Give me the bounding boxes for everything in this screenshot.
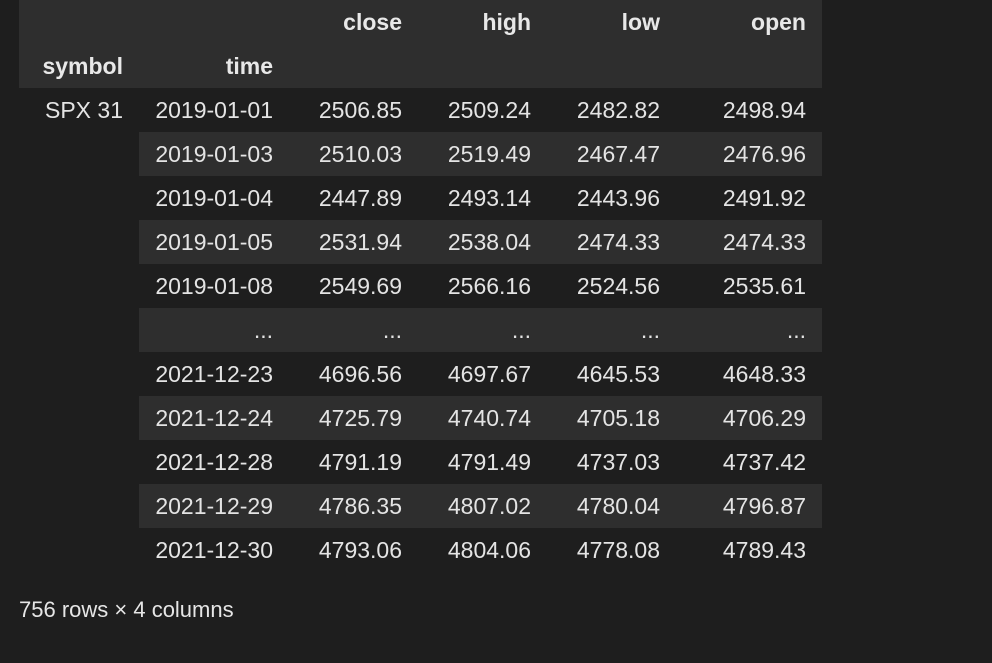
cell-open: 2474.33 bbox=[676, 220, 822, 264]
cell-low: 2524.56 bbox=[576, 272, 660, 299]
table-row: 2021-12-23 4696.56 4697.67 4645.53 4648.33 bbox=[19, 352, 822, 396]
cell-low: 4778.08 bbox=[576, 536, 660, 563]
cell-high: 2493.14 bbox=[447, 184, 531, 211]
cell-high: 4807.02 bbox=[418, 484, 547, 528]
index-time-cell: 2021-12-24 bbox=[139, 396, 289, 440]
table-row: 2019-01-04 2447.89 2493.14 2443.96 2491.92 bbox=[19, 176, 822, 220]
index-time-cell: 2021-12-23 bbox=[155, 360, 273, 387]
cell-low: 2474.33 bbox=[547, 220, 676, 264]
cell-high: 2566.16 bbox=[447, 272, 531, 299]
cell-open: 4737.42 bbox=[722, 448, 806, 475]
index-time-cell: 2019-01-05 bbox=[139, 220, 289, 264]
cell-open: 2476.96 bbox=[676, 132, 822, 176]
cell-open: 4796.87 bbox=[676, 484, 822, 528]
cell-high: 4740.74 bbox=[418, 396, 547, 440]
cell-high: 4697.67 bbox=[447, 360, 531, 387]
cell-high: 2538.04 bbox=[418, 220, 547, 264]
table-row: 2021-12-28 4791.19 4791.49 4737.03 4737.42 bbox=[19, 440, 822, 484]
cell-close: 4786.35 bbox=[289, 484, 418, 528]
index-symbol-blank bbox=[19, 264, 139, 308]
index-symbol-blank bbox=[19, 440, 139, 484]
index-symbol-blank bbox=[19, 308, 139, 352]
index-symbol-blank bbox=[19, 176, 139, 220]
index-time-cell: 2019-01-04 bbox=[155, 184, 273, 211]
index-name-row: symbol time bbox=[19, 44, 822, 88]
cell-close: 2447.89 bbox=[318, 184, 402, 211]
cell-low: 4645.53 bbox=[576, 360, 660, 387]
column-header-row: close high low open bbox=[19, 0, 822, 44]
index-symbol-cell: SPX 31 bbox=[45, 96, 123, 123]
cell-low: 2443.96 bbox=[576, 184, 660, 211]
corner-cell bbox=[139, 0, 289, 44]
index-time-cell: 2021-12-29 bbox=[139, 484, 289, 528]
table-row: 2019-01-05 2531.94 2538.04 2474.33 2474.33 bbox=[19, 220, 822, 264]
index-time-cell: 2019-01-01 bbox=[155, 96, 273, 123]
index-time-cell: ... bbox=[139, 308, 289, 352]
table-row: 2019-01-03 2510.03 2519.49 2467.47 2476.96 bbox=[19, 132, 822, 176]
cell-open: 4789.43 bbox=[722, 536, 806, 563]
dataframe-table: close high low open symbol time SPX 31 20… bbox=[19, 0, 822, 572]
empty-header-cell bbox=[418, 44, 547, 88]
empty-header-cell bbox=[547, 44, 676, 88]
table-row: 2021-12-30 4793.06 4804.06 4778.08 4789.43 bbox=[19, 528, 822, 572]
index-name-symbol: symbol bbox=[19, 44, 139, 88]
cell-high: 4791.49 bbox=[447, 448, 531, 475]
corner-cell bbox=[19, 0, 139, 44]
cell-close: 2506.85 bbox=[318, 96, 402, 123]
cell-low: 4705.18 bbox=[547, 396, 676, 440]
cell-open: 2491.92 bbox=[722, 184, 806, 211]
table-row: 2021-12-29 4786.35 4807.02 4780.04 4796.87 bbox=[19, 484, 822, 528]
cell-close: 2510.03 bbox=[289, 132, 418, 176]
table-row: 2019-01-08 2549.69 2566.16 2524.56 2535.61 bbox=[19, 264, 822, 308]
cell-close: ... bbox=[289, 308, 418, 352]
cell-low: 2482.82 bbox=[576, 96, 660, 123]
cell-high: 2509.24 bbox=[447, 96, 531, 123]
index-time-cell: 2019-01-08 bbox=[155, 272, 273, 299]
index-symbol-blank bbox=[19, 132, 139, 176]
column-header-open: open bbox=[676, 0, 822, 44]
table-row: 2021-12-24 4725.79 4740.74 4705.18 4706.29 bbox=[19, 396, 822, 440]
column-header-high: high bbox=[418, 0, 547, 44]
shape-summary: 756 rows × 4 columns bbox=[19, 597, 234, 622]
index-symbol-blank bbox=[19, 396, 139, 440]
cell-low: ... bbox=[547, 308, 676, 352]
table-row: SPX 31 2019-01-01 2506.85 2509.24 2482.82 249… bbox=[19, 88, 822, 132]
cell-open: 2535.61 bbox=[722, 272, 806, 299]
cell-close: 2531.94 bbox=[289, 220, 418, 264]
cell-close: 4696.56 bbox=[318, 360, 402, 387]
empty-header-cell bbox=[289, 44, 418, 88]
cell-open: 2498.94 bbox=[722, 96, 806, 123]
cell-close: 2549.69 bbox=[318, 272, 402, 299]
index-time-cell: 2021-12-28 bbox=[155, 448, 273, 475]
cell-high: 2519.49 bbox=[418, 132, 547, 176]
cell-low: 2467.47 bbox=[547, 132, 676, 176]
cell-high: 4804.06 bbox=[447, 536, 531, 563]
cell-low: 4737.03 bbox=[576, 448, 660, 475]
cell-close: 4791.19 bbox=[318, 448, 402, 475]
index-symbol-blank bbox=[19, 484, 139, 528]
cell-open: ... bbox=[676, 308, 822, 352]
cell-close: 4793.06 bbox=[318, 536, 402, 563]
cell-close: 4725.79 bbox=[289, 396, 418, 440]
column-header-low: low bbox=[547, 0, 676, 44]
index-time-cell: 2019-01-03 bbox=[139, 132, 289, 176]
index-symbol-blank bbox=[19, 352, 139, 396]
index-name-time: time bbox=[139, 44, 289, 88]
empty-header-cell bbox=[676, 44, 822, 88]
cell-low: 4780.04 bbox=[547, 484, 676, 528]
column-header-close: close bbox=[289, 0, 418, 44]
index-time-cell: 2021-12-30 bbox=[155, 536, 273, 563]
index-symbol-blank bbox=[19, 528, 139, 572]
table-row: ............... bbox=[19, 308, 822, 352]
cell-open: 4706.29 bbox=[676, 396, 822, 440]
cell-high: ... bbox=[418, 308, 547, 352]
index-symbol-blank bbox=[19, 220, 139, 264]
cell-open: 4648.33 bbox=[722, 360, 806, 387]
